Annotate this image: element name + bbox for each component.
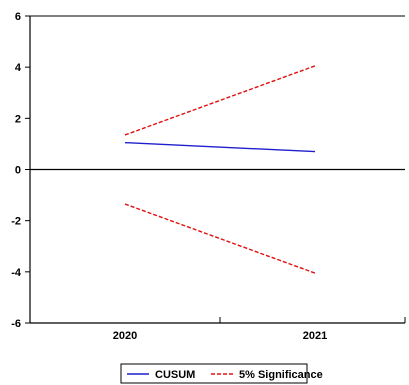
- y-tick-label: 0: [15, 165, 21, 177]
- x-tick-label: 2021: [303, 330, 327, 342]
- legend: CUSUM 5% Significance: [120, 363, 323, 384]
- series-layer: [124, 65, 316, 274]
- y-axis: 6 4 2 0 -2 -4 -6: [11, 11, 30, 330]
- series-line-2: [124, 203, 316, 274]
- y-tick-label: 6: [15, 11, 21, 23]
- y-tick-label: -6: [11, 318, 21, 330]
- legend-label: 5% Significance: [239, 369, 323, 381]
- y-tick-label: -4: [11, 267, 22, 279]
- x-axis: 2020 2021: [29, 317, 406, 342]
- y-tick-label: -2: [11, 216, 21, 228]
- plot-area: [29, 15, 405, 324]
- series-line-1: [124, 65, 316, 136]
- series-line-0: [124, 141, 316, 153]
- y-tick-label: 4: [15, 62, 22, 74]
- y-tick-label: 2: [15, 113, 21, 125]
- legend-label: CUSUM: [155, 369, 195, 381]
- x-tick-label: 2020: [113, 330, 137, 342]
